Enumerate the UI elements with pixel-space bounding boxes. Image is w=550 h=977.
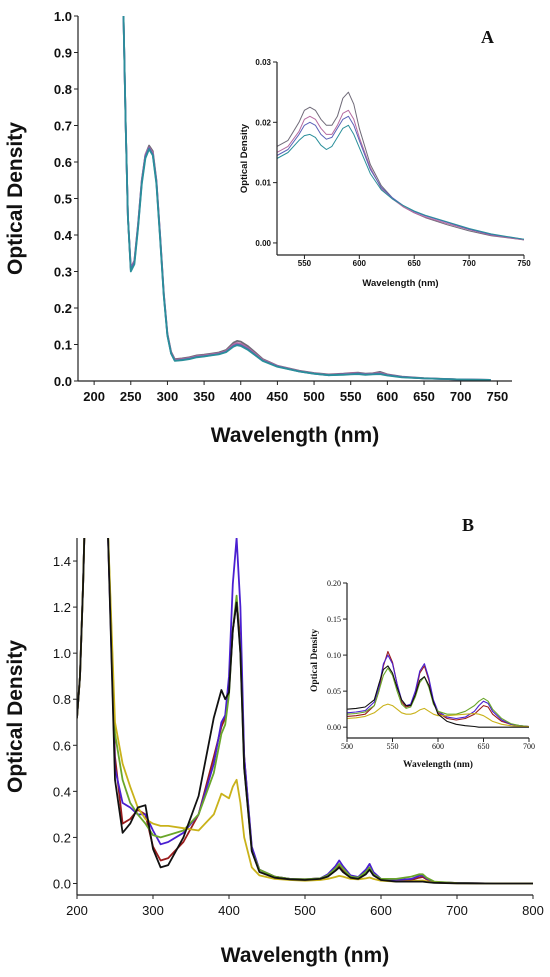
y-tick-label: 0.9	[54, 46, 72, 61]
x-tick-label: 350	[193, 389, 215, 404]
x-tick-label: 750	[486, 389, 508, 404]
x-tick-label: 500	[341, 742, 353, 751]
y-tick-label: 0.00	[255, 239, 271, 248]
series-line-4	[347, 703, 529, 728]
x-tick-label: 300	[157, 389, 179, 404]
x-tick-label: 600	[432, 742, 444, 751]
y-tick-label: 1.0	[53, 646, 71, 661]
series-group	[347, 650, 529, 728]
x-tick-label: 550	[340, 389, 362, 404]
series-line-2	[347, 654, 529, 728]
series-group	[122, 16, 491, 381]
x-tick-label: 700	[462, 259, 476, 268]
y-tick-label: 0.3	[54, 265, 72, 280]
y-tick-label: 0.2	[54, 301, 72, 316]
x-tick-label: 400	[218, 903, 240, 918]
y-tick-label: 0.6	[53, 738, 71, 753]
y-axis-title: Optical Density	[239, 123, 250, 193]
series-line-5	[347, 665, 529, 728]
x-tick-label: 600	[377, 389, 399, 404]
chart-a-inset: 550 600 650 700 750 0.00 0.01 0.02 0.03 Wavelengt…	[239, 58, 531, 289]
x-tick-label: 650	[478, 742, 490, 751]
y-tick-label: 0.05	[327, 687, 341, 696]
y-axis-title: Optical Density	[4, 122, 27, 275]
y-tick-label: 0.8	[54, 82, 72, 97]
x-tick-label: 600	[370, 903, 392, 918]
y-axis-title: Optical Density	[4, 640, 27, 793]
x-tick-label: 700	[450, 389, 472, 404]
y-tick-label: 0.4	[54, 228, 73, 243]
y-tick-label: 0.1	[54, 338, 72, 353]
y-tick-label: 0.5	[54, 192, 72, 207]
y-tick-label: 0.02	[255, 118, 271, 127]
y-tick-label: 0.20	[327, 579, 341, 588]
x-tick-label: 800	[522, 903, 544, 918]
x-tick-label: 450	[267, 389, 289, 404]
chart-b-inset: 500 550 600 650 700 0.00 0.05 0.10 0.15 0.20 Wavel…	[310, 579, 535, 770]
y-axis-title: Optical Density	[310, 629, 320, 692]
series-line-4	[122, 16, 491, 381]
series-line-5	[77, 538, 533, 885]
y-tick-label: 0.2	[53, 830, 71, 845]
series-line-3	[277, 115, 524, 240]
x-tick-label: 200	[66, 903, 88, 918]
x-tick-label: 700	[523, 742, 535, 751]
y-tick-label: 0.7	[54, 119, 72, 134]
y-tick-label: 0.6	[54, 155, 72, 170]
y-tick-label: 0.8	[53, 692, 71, 707]
y-tick-label: 0.10	[327, 651, 341, 660]
x-axis-title: Wavelength (nm)	[211, 424, 379, 447]
x-axis-title: Wavelength (nm)	[403, 759, 473, 770]
y-tick-label: 0.03	[255, 58, 271, 67]
x-tick-label: 650	[408, 259, 422, 268]
y-tick-label: 1.2	[53, 600, 71, 615]
y-tick-label: 0.4	[53, 784, 71, 799]
x-tick-label: 400	[230, 389, 252, 404]
x-tick-label: 700	[446, 903, 468, 918]
x-tick-label: 500	[303, 389, 325, 404]
series-line-1	[277, 91, 524, 241]
x-axis-title: Wavelength (nm)	[362, 278, 438, 289]
x-tick-label: 650	[413, 389, 435, 404]
y-tick-label: 1.4	[53, 554, 71, 569]
x-tick-label: 550	[387, 742, 399, 751]
series-group	[77, 538, 533, 885]
series-line-2	[277, 109, 524, 241]
x-tick-label: 250	[120, 389, 142, 404]
y-tick-label: 0.0	[53, 876, 71, 891]
y-tick-label: 1.0	[54, 9, 72, 24]
series-group	[277, 91, 524, 241]
y-tick-label: 0.15	[327, 615, 341, 624]
y-tick-label: 0.01	[255, 179, 271, 188]
series-line-4	[277, 124, 524, 240]
panel-label: B	[462, 515, 474, 535]
x-tick-label: 500	[294, 903, 316, 918]
panel-label: A	[481, 27, 494, 47]
y-tick-label: 0.00	[327, 723, 341, 732]
x-tick-label: 600	[353, 259, 367, 268]
x-tick-label: 200	[83, 389, 105, 404]
x-tick-label: 750	[517, 259, 531, 268]
x-axis-title: Wavelength (nm)	[221, 944, 389, 967]
x-tick-label: 550	[298, 259, 312, 268]
chart-b: 200 300 400 500 600 700 800 0.0 0.2 0.4 0.6 0.8 1.0 1…	[4, 515, 544, 967]
y-tick-label: 0.0	[54, 374, 72, 389]
x-tick-label: 300	[142, 903, 164, 918]
chart-a: 200 250 300 350 400 450 500 550 600 650 700 7500.00…	[4, 9, 512, 447]
